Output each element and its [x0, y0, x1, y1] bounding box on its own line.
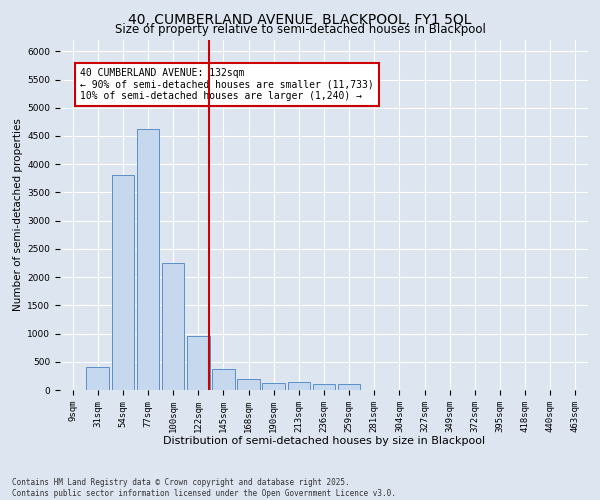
Bar — [137, 129, 160, 390]
Text: Contains HM Land Registry data © Crown copyright and database right 2025.
Contai: Contains HM Land Registry data © Crown c… — [12, 478, 396, 498]
Bar — [237, 378, 260, 390]
X-axis label: Distribution of semi-detached houses by size in Blackpool: Distribution of semi-detached houses by … — [163, 436, 485, 446]
Text: 40, CUMBERLAND AVENUE, BLACKPOOL, FY1 5QL: 40, CUMBERLAND AVENUE, BLACKPOOL, FY1 5Q… — [128, 12, 472, 26]
Bar — [338, 384, 361, 390]
Bar — [212, 368, 235, 390]
Bar — [287, 382, 310, 390]
Text: Size of property relative to semi-detached houses in Blackpool: Size of property relative to semi-detach… — [115, 22, 485, 36]
Bar — [313, 384, 335, 390]
Bar — [262, 382, 285, 390]
Bar — [112, 176, 134, 390]
Text: 40 CUMBERLAND AVENUE: 132sqm
← 90% of semi-detached houses are smaller (11,733)
: 40 CUMBERLAND AVENUE: 132sqm ← 90% of se… — [80, 68, 374, 102]
Y-axis label: Number of semi-detached properties: Number of semi-detached properties — [13, 118, 23, 312]
Bar — [187, 336, 209, 390]
Bar — [162, 263, 184, 390]
Bar — [86, 368, 109, 390]
